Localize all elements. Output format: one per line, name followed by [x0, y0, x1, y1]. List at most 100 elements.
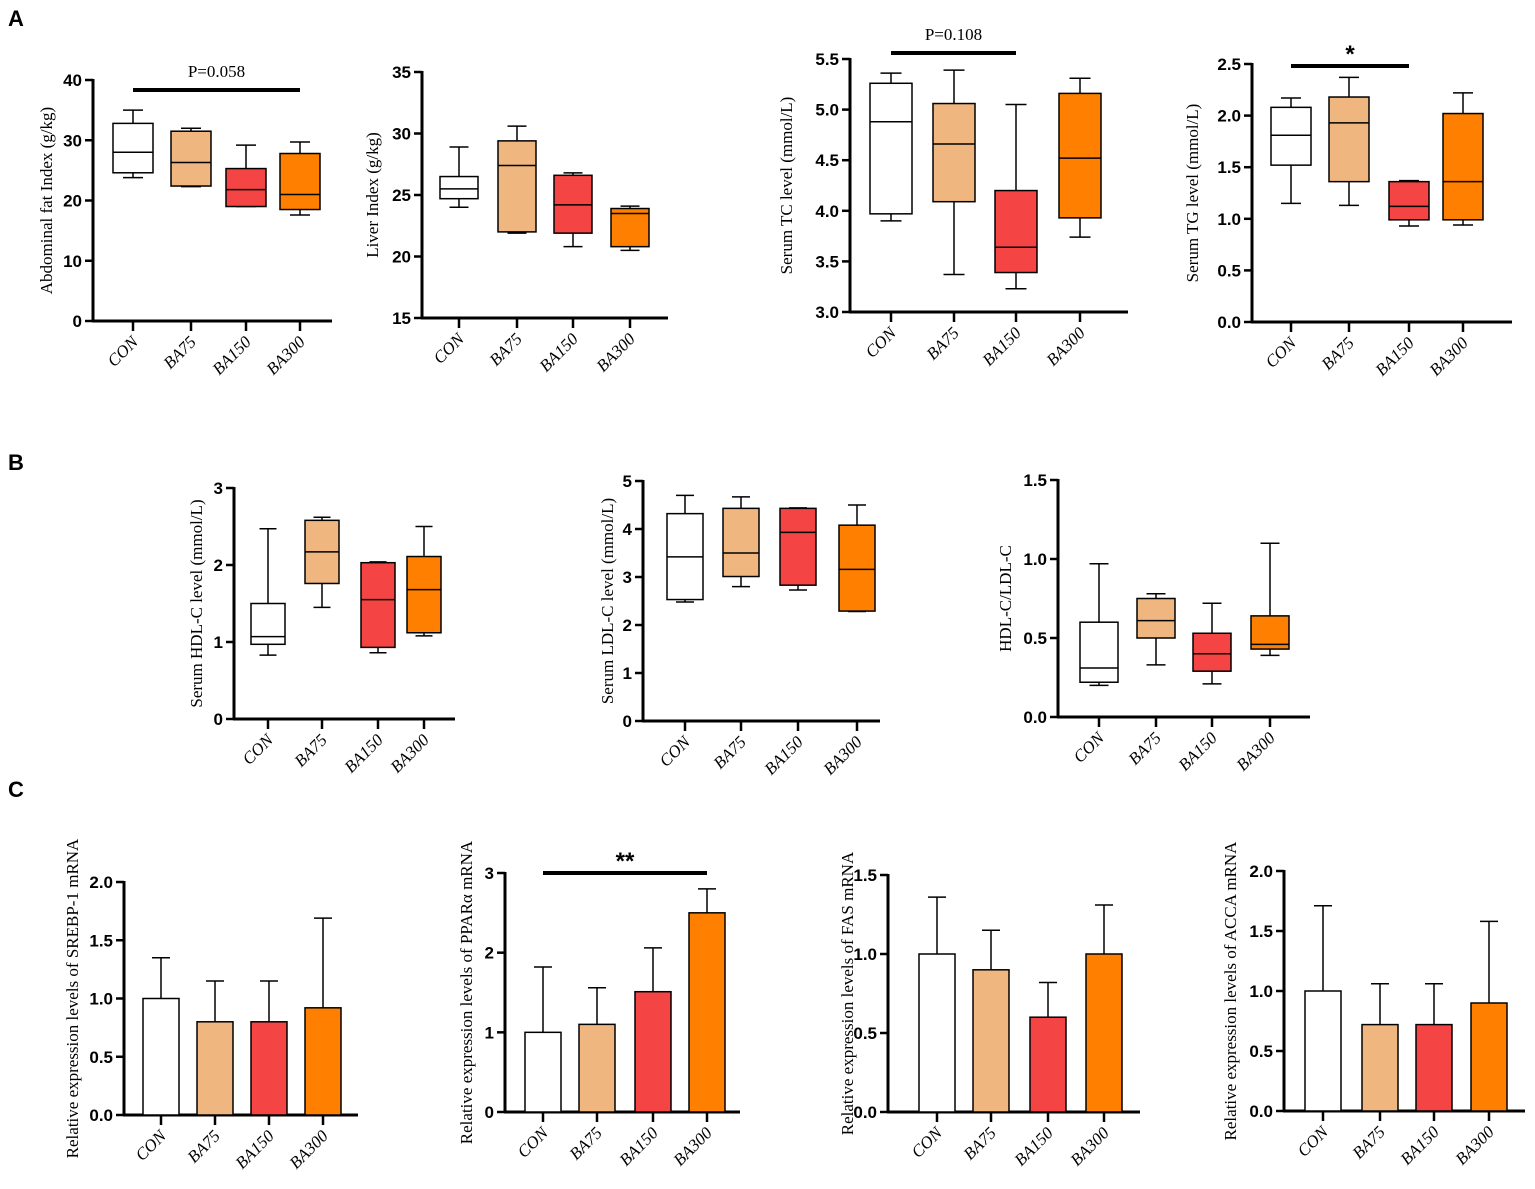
b3-x-tick-label: CON	[1070, 727, 1109, 766]
c3-x-tick-label: BA150	[1011, 1123, 1058, 1170]
c3-y-tick-label: 1.5	[853, 866, 877, 885]
b1-x-tick-label: BA75	[291, 730, 331, 770]
b1-box-ba150	[360, 561, 396, 649]
panel-label-a: A	[8, 6, 24, 31]
c3-y-tick-label: 0.5	[853, 1024, 877, 1043]
c3-y-tick-label: 0.0	[853, 1103, 877, 1122]
a1-x-tick-label: CON	[104, 331, 143, 370]
a4-y-tick-label: 0.0	[1217, 313, 1241, 332]
a4-box-ba150	[1388, 180, 1430, 221]
a2-x-tick-label: BA75	[486, 329, 526, 369]
b2-box-ba150	[779, 507, 817, 586]
b3-x-tick-label: BA150	[1175, 728, 1222, 775]
a1-y-axis-label: Abdominal fat Index (g/kg)	[37, 107, 56, 294]
b3-box-ba150	[1192, 632, 1232, 672]
a2-y-tick-label: 35	[392, 63, 411, 82]
a1-y-tick-label: 10	[63, 252, 82, 271]
a2-x-tick-label: BA150	[536, 329, 583, 376]
a4-y-tick-label: 2.0	[1217, 107, 1241, 126]
b3-box-con	[1079, 621, 1119, 683]
c2-bar-ba75	[578, 1023, 616, 1113]
c4-x-tick-label: CON	[1294, 1121, 1333, 1160]
a1-y-tick-label: 30	[63, 131, 82, 150]
c1-bar-ba150	[250, 1021, 288, 1116]
b1-y-tick-label: 1	[214, 633, 223, 652]
c2-x-tick-label: BA75	[566, 1123, 606, 1163]
b1-x-tick-label: CON	[239, 729, 278, 768]
b1-box-ba300	[406, 555, 442, 634]
c2-y-tick-label: 3	[485, 864, 494, 883]
c1-y-tick-label: 0.0	[89, 1106, 113, 1125]
a3-box-con	[869, 82, 913, 215]
a3-y-tick-label: 4.0	[815, 202, 839, 221]
a1-y-tick-label: 0	[73, 312, 82, 331]
c3-y-tick-label: 1.0	[853, 945, 877, 964]
b3-y-tick-label: 1.0	[1023, 550, 1047, 569]
a1-box-ba300	[279, 152, 321, 211]
a3-box-ba75	[932, 102, 976, 203]
a2-x-tick-label: CON	[430, 328, 469, 367]
a3-significance-label: P=0.108	[925, 25, 982, 44]
a3-y-tick-label: 3.0	[815, 303, 839, 322]
a4-x-tick-label: CON	[1262, 332, 1301, 371]
c4-bar-ba300	[1470, 1002, 1508, 1112]
a3-y-tick-label: 5.0	[815, 101, 839, 120]
c2-x-tick-label: BA150	[616, 1123, 663, 1170]
b2-x-tick-label: BA150	[761, 732, 808, 779]
b3-y-tick-label: 1.5	[1023, 471, 1047, 490]
c1-x-tick-label: BA75	[184, 1126, 224, 1166]
c4-bar-ba150	[1415, 1023, 1453, 1112]
b3-box-ba75	[1136, 597, 1176, 639]
b3-y-tick-label: 0.0	[1023, 708, 1047, 727]
c3-x-tick-label: CON	[908, 1122, 947, 1161]
panel-label-b: B	[8, 450, 24, 475]
c1-x-tick-label: CON	[132, 1125, 171, 1164]
c2-y-tick-label: 2	[485, 944, 494, 963]
c2-bar-ba150	[634, 990, 672, 1113]
a4-y-tick-label: 0.5	[1217, 261, 1241, 280]
a3-box-ba150	[994, 189, 1038, 274]
b3-x-tick-label: BA75	[1125, 728, 1165, 768]
c2-y-tick-label: 0	[485, 1103, 494, 1122]
b2-y-tick-label: 1	[623, 664, 632, 683]
a1-x-tick-label: BA150	[209, 332, 256, 379]
c2-bar-con	[524, 1031, 562, 1113]
b2-box-ba75	[722, 507, 760, 578]
b2-y-axis-label: Serum LDL-C level (mmol/L)	[598, 498, 617, 704]
a1-box-con	[112, 122, 154, 174]
panel-label-c: C	[8, 777, 24, 802]
c1-x-tick-label: BA150	[232, 1126, 279, 1173]
a1-x-tick-label: BA300	[263, 332, 310, 379]
b2-x-tick-label: CON	[656, 731, 695, 770]
b1-box-con	[250, 602, 286, 646]
a2-box-ba300	[610, 207, 650, 248]
c3-bar-ba75	[972, 969, 1010, 1113]
a2-y-tick-label: 15	[392, 309, 411, 328]
c3-bar-ba300	[1085, 953, 1123, 1113]
a3-x-tick-label: BA300	[1043, 323, 1090, 370]
c4-x-tick-label: BA300	[1452, 1122, 1499, 1169]
a1-x-tick-label: BA75	[160, 332, 200, 372]
a2-y-tick-label: 30	[392, 125, 411, 144]
b2-x-tick-label: BA300	[820, 732, 867, 779]
a4-box-ba75	[1328, 96, 1370, 183]
a2-box-con	[439, 175, 479, 200]
b3-x-tick-label: BA300	[1233, 728, 1280, 775]
a3-y-tick-label: 5.5	[815, 50, 839, 69]
c4-y-tick-label: 1.0	[1249, 982, 1273, 1001]
b1-y-tick-label: 3	[214, 479, 223, 498]
b1-y-axis-label: Serum HDL-C level (mmol/L)	[187, 499, 206, 707]
a2-y-tick-label: 25	[392, 186, 411, 205]
b1-x-tick-label: BA150	[341, 730, 388, 777]
c4-bar-con	[1304, 990, 1342, 1112]
a4-y-tick-label: 1.5	[1217, 158, 1241, 177]
c2-x-tick-label: BA300	[670, 1123, 717, 1170]
a3-x-tick-label: CON	[862, 322, 901, 361]
c3-y-axis-label: Relative expression levels of FAS mRNA	[838, 851, 857, 1135]
a4-x-tick-label: BA150	[1372, 333, 1419, 380]
a4-y-axis-label: Serum TG level (mmol/L)	[1183, 104, 1202, 283]
a1-y-tick-label: 40	[63, 71, 82, 90]
c1-y-tick-label: 2.0	[89, 873, 113, 892]
a4-box-con	[1270, 106, 1312, 166]
